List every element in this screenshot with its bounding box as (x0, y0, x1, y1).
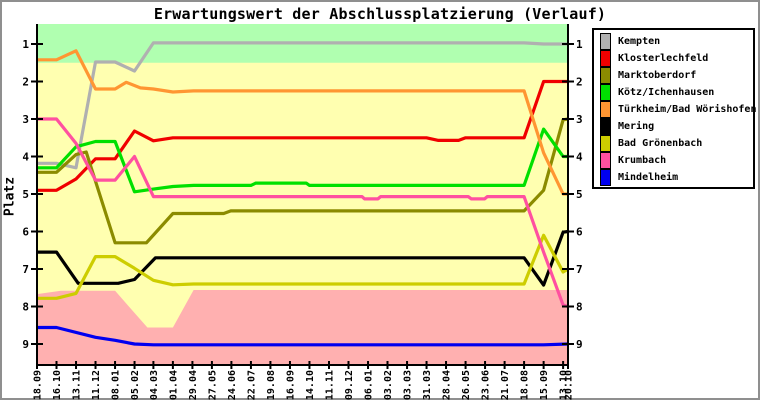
series-mindelheim (37, 325, 569, 347)
y-tick-label-right: 7 (576, 263, 583, 276)
x-tick-label: 11.12 (91, 370, 102, 400)
x-tick-label: 31.03 (422, 370, 433, 400)
legend-swatch-icon (600, 67, 611, 84)
legend-label: Marktoberdorf (618, 70, 697, 81)
legend-item: Krumbach (600, 152, 753, 169)
legend-label: Klosterlechfeld (618, 53, 709, 64)
x-tick-label: 04.03 (149, 370, 160, 400)
legend-label: Kötz/Ichenhausen (618, 87, 715, 98)
x-tick-label: 03.02 (383, 370, 394, 400)
x-tick-label: 13.10 (559, 370, 570, 400)
y-tick-label-left: 6 (22, 226, 29, 239)
series-bad-gr-nenbach (37, 233, 569, 300)
legend-swatch-icon (600, 118, 611, 135)
legend-swatch-icon (600, 50, 611, 67)
y-tick-label-right: 8 (576, 301, 583, 314)
y-tick-label-right: 5 (576, 188, 583, 201)
legend-label: Mering (618, 121, 655, 132)
y-tick-label-left: 2 (22, 76, 29, 89)
x-tick-label: 23.06 (481, 370, 492, 400)
y-tick-label-left: 8 (22, 301, 29, 314)
x-tick-label: 22.07 (246, 370, 257, 400)
legend-swatch-icon (600, 152, 611, 169)
series-krumbach (37, 117, 569, 309)
x-tick-label: 11.11 (324, 370, 335, 400)
y-tick-label-right: 1 (576, 38, 583, 51)
x-tick-label: 05.02 (130, 370, 141, 400)
x-tick-label: 15.09 (539, 370, 550, 400)
x-tick-label: 13.11 (72, 370, 83, 400)
x-tick-label: 06.01 (364, 370, 375, 400)
y-tick-label-left: 4 (22, 151, 29, 164)
y-tick-label-left: 3 (22, 113, 29, 126)
y-tick-label-left: 9 (22, 338, 29, 351)
x-tick-label: 18.08 (520, 370, 531, 400)
legend-item: Klosterlechfeld (600, 50, 753, 67)
chart-title: Erwartungswert der Abschlussplatzierung … (153, 5, 607, 23)
x-tick-label: 24.06 (227, 370, 238, 400)
series-k-tz-ichenhausen (37, 127, 568, 194)
legend-item: Marktoberdorf (600, 67, 753, 84)
legend-item: Mering (600, 118, 753, 135)
legend-swatch-icon (600, 169, 611, 186)
legend-item: Türkheim/Bad Wörishofen (600, 101, 757, 118)
x-tick-label: 18.09 (33, 370, 44, 400)
x-tick-label: 03.03 (403, 370, 414, 400)
x-tick-label: 29.04 (188, 370, 199, 400)
legend-swatch-icon (600, 33, 611, 50)
x-tick-label: 20.10 (564, 370, 575, 400)
y-tick-label-left: 7 (22, 263, 29, 276)
x-tick-label: 27.05 (207, 370, 218, 400)
legend-item: Kempten (600, 33, 753, 50)
x-tick-label: 09.12 (344, 370, 355, 400)
x-tick-label: 21.07 (500, 370, 511, 400)
x-tick-label: 01.04 (168, 370, 179, 400)
series-t-rkheim-bad-w-rishofen (37, 49, 568, 196)
x-tick-label: 26.05 (461, 370, 472, 400)
series-mering (37, 229, 569, 287)
legend-swatch-icon (600, 101, 611, 118)
legend-label: Mindelheim (618, 172, 679, 183)
y-tick-label-right: 2 (576, 76, 583, 89)
x-tick-label: 19.08 (266, 370, 277, 400)
x-tick-label: 14.10 (305, 370, 316, 400)
legend-label: Bad Grönenbach (618, 138, 703, 149)
y-tick-label-left: 5 (22, 188, 29, 201)
y-tick-label-right: 4 (576, 151, 583, 164)
legend-swatch-icon (600, 84, 611, 101)
x-tick-label: 28.04 (442, 370, 453, 400)
x-tick-label: 08.01 (111, 370, 122, 400)
zone-relegation (37, 290, 568, 365)
legend-label: Krumbach (618, 155, 667, 166)
legend-item: Bad Grönenbach (600, 135, 753, 152)
legend-item: Kötz/Ichenhausen (600, 84, 753, 101)
x-tick-label: 16.09 (285, 370, 296, 400)
y-tick-label-right: 9 (576, 338, 583, 351)
legend: Kempten Klosterlechfeld Marktoberdorf Kötz/… (592, 28, 757, 189)
legend-swatch-icon (600, 135, 611, 152)
legend-label: Kempten (618, 36, 661, 47)
series-klosterlechfeld (37, 79, 568, 192)
legend-item: Mindelheim (600, 169, 753, 186)
legend-label: Türkheim/Bad Wörishofen (618, 104, 757, 115)
y-tick-label-right: 3 (576, 113, 583, 126)
y-tick-label-left: 1 (22, 38, 29, 51)
y-tick-label-right: 6 (576, 226, 583, 239)
series-marktoberdorf (37, 117, 569, 245)
x-tick-label: 16.10 (52, 370, 63, 400)
